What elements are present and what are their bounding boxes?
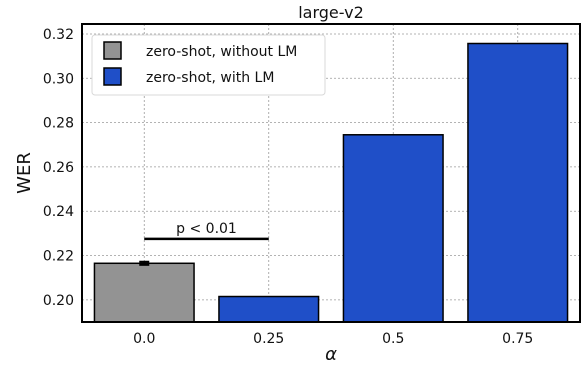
y-tick-label: 0.32 xyxy=(43,27,74,43)
legend-label-without-lm: zero-shot, without LM xyxy=(146,44,297,60)
chart-title: large-v2 xyxy=(298,3,364,22)
bars xyxy=(93,42,569,323)
legend-box xyxy=(91,34,326,96)
legend-label-with-lm: zero-shot, with LM xyxy=(146,70,274,86)
y-tick-label: 0.24 xyxy=(43,204,74,220)
legend-swatch-with-lm xyxy=(103,67,122,86)
x-tick-label: 0.25 xyxy=(253,331,284,347)
legend: zero-shot, without LM zero-shot, with LM xyxy=(91,34,326,96)
bar-series1-0.25 xyxy=(218,295,320,323)
y-tick-label: 0.22 xyxy=(43,249,74,265)
x-axis-label: α xyxy=(325,344,337,365)
y-tick-label: 0.30 xyxy=(43,71,74,87)
bar-series1-0.75 xyxy=(467,42,569,323)
bar-series1-0.5 xyxy=(342,134,444,323)
x-tick-label: 0.5 xyxy=(382,331,404,347)
bar-series0-0.0 xyxy=(93,262,195,323)
y-axis-ticks: 0.20 0.22 0.24 0.26 0.28 0.30 0.32 xyxy=(43,27,74,309)
x-axis-ticks: 0.0 0.25 0.5 0.75 xyxy=(133,331,533,347)
plot-frame xyxy=(81,23,581,323)
y-axis-label: WER xyxy=(14,152,35,194)
significance-annotation: p < 0.01 xyxy=(144,221,269,241)
legend-swatch-without-lm xyxy=(103,41,122,60)
y-tick-label: 0.20 xyxy=(43,293,74,309)
y-tick-label: 0.26 xyxy=(43,160,74,176)
significance-label: p < 0.01 xyxy=(176,221,237,237)
x-tick-label: 0.75 xyxy=(502,331,533,347)
y-tick-label: 0.28 xyxy=(43,116,74,132)
x-tick-label: 0.0 xyxy=(133,331,155,347)
